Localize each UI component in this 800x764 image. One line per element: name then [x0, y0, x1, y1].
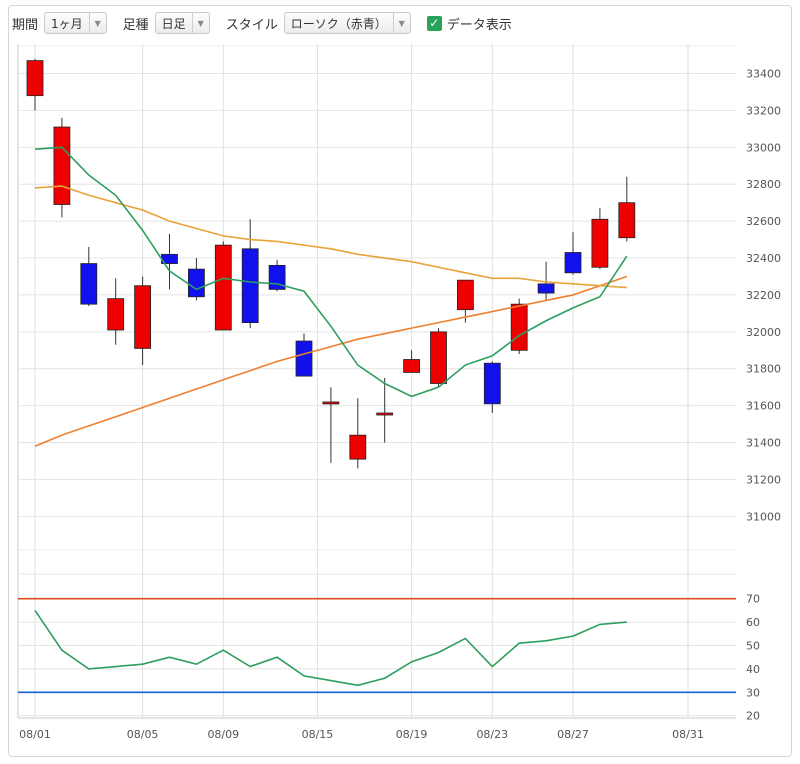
- y-tick-label: 33000: [746, 141, 781, 154]
- ma-mid-line: [34, 185, 627, 289]
- period-value: 1ヶ月: [51, 16, 83, 31]
- candle-up: [591, 218, 609, 268]
- candle-up: [214, 244, 232, 331]
- check-icon: ✓: [426, 15, 442, 31]
- y-tick-label: 32800: [746, 178, 781, 191]
- y-tick-label: 32000: [746, 326, 781, 339]
- y-tick-label: 31000: [746, 510, 781, 523]
- style-value: ローソク（赤青）: [290, 16, 387, 31]
- candle-down: [80, 263, 98, 305]
- candle-down: [483, 362, 501, 405]
- x-tick-label: 08/31: [672, 728, 704, 741]
- rsi-tick-label: 60: [746, 616, 760, 629]
- candle-up: [510, 303, 528, 351]
- x-tick-label: 08/01: [19, 728, 51, 741]
- y-tick-label: 31600: [746, 400, 781, 413]
- ma-short-line: [34, 146, 628, 398]
- x-tick-label: 08/19: [396, 728, 428, 741]
- interval-label: 足種: [122, 17, 149, 33]
- interval-value: 日足: [161, 16, 186, 31]
- candle-down: [564, 252, 582, 274]
- candle-up: [107, 298, 125, 331]
- x-tick-label: 08/27: [557, 728, 589, 741]
- period-select[interactable]: 1ヶ月 ▼: [44, 12, 107, 34]
- y-tick-label: 32400: [746, 252, 781, 265]
- candle-up: [134, 285, 152, 349]
- candle-up: [322, 401, 340, 405]
- y-tick-label: 33400: [746, 68, 781, 81]
- candle-up: [26, 60, 44, 97]
- show-data-label: データ表示: [446, 17, 512, 33]
- candle-down: [241, 248, 259, 324]
- period-label: 期間: [12, 17, 39, 33]
- y-tick-label: 33200: [746, 104, 781, 117]
- rsi-tick-label: 50: [746, 639, 760, 652]
- candle-down: [295, 340, 313, 377]
- candle-up: [53, 126, 71, 205]
- rsi-tick-label: 40: [746, 663, 760, 676]
- style-select[interactable]: ローソク（赤青） ▼: [283, 12, 411, 34]
- candle-up: [456, 279, 474, 311]
- candle-up: [349, 434, 367, 460]
- show-data-checkbox[interactable]: ✓ データ表示: [426, 14, 512, 33]
- chart-panel: [8, 5, 792, 757]
- y-tick-label: 31400: [746, 437, 781, 450]
- chevron-down-icon: ▼: [191, 13, 209, 33]
- style-label: スタイル: [225, 17, 278, 33]
- ma-long-line: [34, 275, 628, 447]
- x-tick-label: 08/15: [302, 728, 334, 741]
- toolbar: 期間 1ヶ月 ▼ 足種 日足 ▼ スタイル ローソク（赤青） ▼ ✓ データ表示: [12, 10, 512, 36]
- candle-up: [376, 412, 394, 416]
- candle-down: [537, 283, 555, 294]
- y-tick-label: 32200: [746, 289, 781, 302]
- candle-up: [403, 359, 421, 373]
- interval-select[interactable]: 日足 ▼: [154, 12, 210, 34]
- chevron-down-icon: ▼: [392, 13, 410, 33]
- candle-up: [618, 202, 636, 239]
- candle-down: [187, 268, 205, 298]
- x-tick-label: 08/09: [207, 728, 239, 741]
- y-tick-label: 31800: [746, 363, 781, 376]
- x-tick-label: 08/23: [476, 728, 508, 741]
- y-tick-label: 31200: [746, 473, 781, 486]
- candle-up: [430, 331, 447, 384]
- rsi-line: [34, 609, 627, 687]
- rsi-tick-label: 20: [746, 710, 760, 723]
- rsi-tick-label: 30: [746, 686, 760, 699]
- rsi-tick-label: 70: [746, 593, 760, 606]
- chevron-down-icon: ▼: [88, 13, 106, 33]
- y-tick-label: 32600: [746, 215, 781, 228]
- x-tick-label: 08/05: [127, 728, 159, 741]
